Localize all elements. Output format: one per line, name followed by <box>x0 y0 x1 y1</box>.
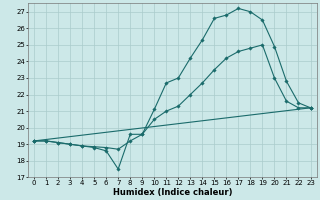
X-axis label: Humidex (Indice chaleur): Humidex (Indice chaleur) <box>113 188 232 197</box>
